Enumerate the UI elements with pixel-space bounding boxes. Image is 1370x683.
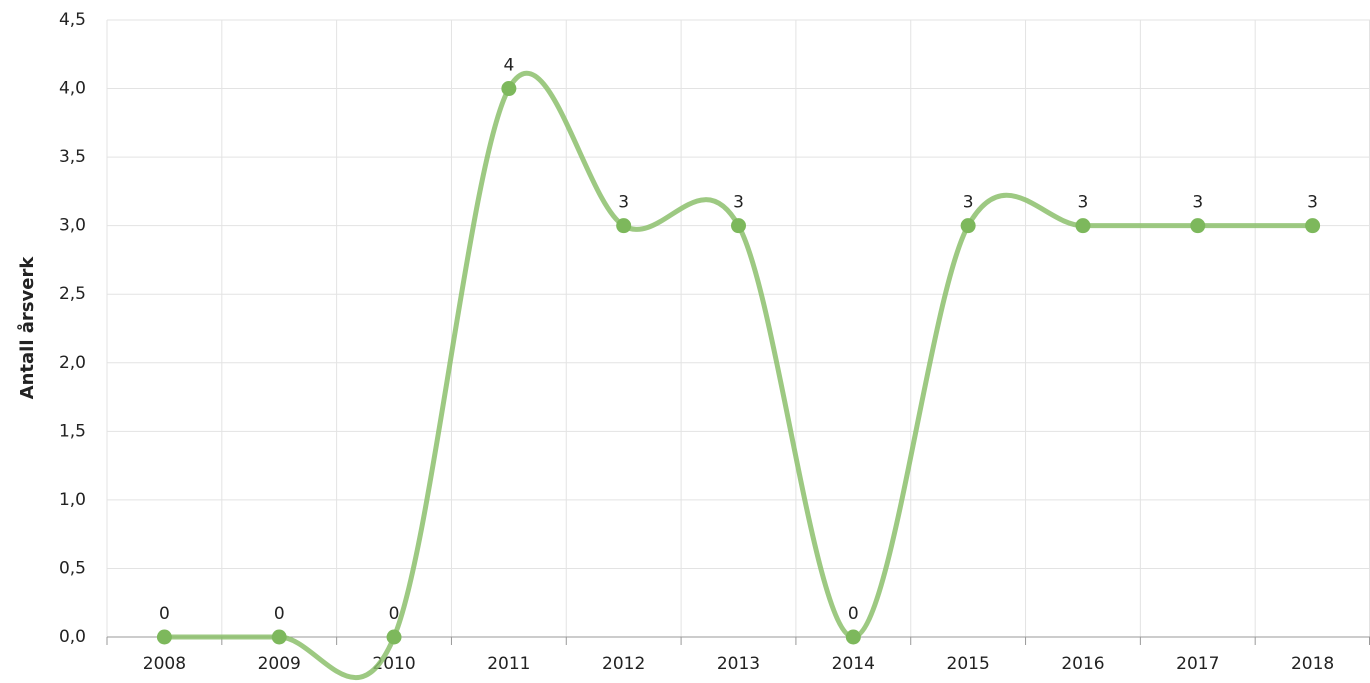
point xyxy=(1190,218,1206,234)
y-tick-label: 1,0 xyxy=(59,490,86,510)
x-tick-label: 2014 xyxy=(832,654,875,674)
y-tick-label: 0,0 xyxy=(59,627,86,647)
data-label: 3 xyxy=(733,193,744,213)
y-tick-label: 1,5 xyxy=(59,421,86,441)
data-label: 3 xyxy=(1192,193,1203,213)
data-label: 0 xyxy=(159,604,170,624)
x-tick-label: 2017 xyxy=(1176,654,1219,674)
data-label: 3 xyxy=(1078,193,1089,213)
y-axis-label: Antall årsverk xyxy=(16,256,38,400)
x-tick-label: 2016 xyxy=(1061,654,1104,674)
point xyxy=(845,629,861,645)
data-label: 3 xyxy=(618,193,629,213)
point xyxy=(960,218,976,234)
x-tick-label: 2013 xyxy=(717,654,760,674)
point xyxy=(501,81,517,97)
point xyxy=(271,629,287,645)
x-tick-label: 2011 xyxy=(487,654,530,674)
y-tick-label: 4,5 xyxy=(59,10,86,30)
point xyxy=(1075,218,1091,234)
point xyxy=(156,629,172,645)
y-tick-label: 2,0 xyxy=(59,353,86,373)
x-tick-label: 2018 xyxy=(1291,654,1334,674)
x-tick-label: 2012 xyxy=(602,654,645,674)
data-label: 0 xyxy=(274,604,285,624)
x-tick-label: 2015 xyxy=(947,654,990,674)
x-tick-label: 2009 xyxy=(258,654,301,674)
y-tick-label: 3,5 xyxy=(59,147,86,167)
data-label: 0 xyxy=(389,604,400,624)
y-tick-label: 3,0 xyxy=(59,216,86,236)
point xyxy=(616,218,632,234)
y-tick-label: 2,5 xyxy=(59,284,86,304)
y-tick-label: 4,0 xyxy=(59,79,86,99)
data-label: 3 xyxy=(1307,193,1318,213)
data-label: 3 xyxy=(963,193,974,213)
x-tick-label: 2008 xyxy=(143,654,186,674)
point xyxy=(386,629,402,645)
point xyxy=(731,218,746,234)
data-label: 4 xyxy=(503,56,514,76)
data-label: 0 xyxy=(848,604,859,624)
y-tick-label: 0,5 xyxy=(59,558,86,578)
point xyxy=(1305,218,1321,234)
